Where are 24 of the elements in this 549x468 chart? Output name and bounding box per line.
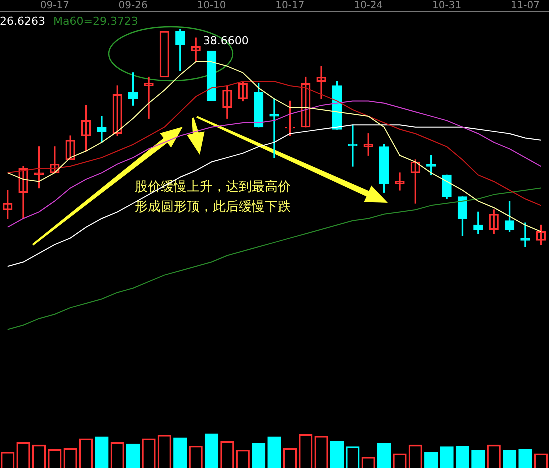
- candlestick: [206, 50, 217, 102]
- bar: [204, 434, 219, 468]
- x-tick-label: 09-17: [40, 0, 70, 12]
- bar: [174, 438, 188, 468]
- x-tick-label: 10-10: [197, 0, 226, 12]
- candlestick: [520, 222, 530, 248]
- x-tick-label: 09-26: [118, 0, 148, 12]
- bar: [252, 443, 266, 468]
- x-tick-label: 10-17: [276, 0, 305, 12]
- candlestick: [270, 98, 280, 158]
- x-tick-label: 10-31: [432, 0, 462, 12]
- bar: [330, 442, 344, 468]
- x-tick-label: 10-24: [354, 0, 384, 12]
- candlestick: [97, 116, 107, 143]
- bar: [126, 444, 140, 468]
- bar: [456, 446, 470, 468]
- bar: [440, 446, 454, 468]
- x-tick-label: 11-07: [510, 0, 540, 12]
- bar: [377, 443, 392, 468]
- bar: [268, 436, 282, 468]
- text: Ma60=29.3723: [54, 15, 138, 28]
- bar: [95, 436, 109, 468]
- text: 26.6263: [0, 15, 46, 28]
- annotation: 股价缓慢上升，达到最高价形成圆形顶，此后缓慢下跌: [135, 179, 292, 217]
